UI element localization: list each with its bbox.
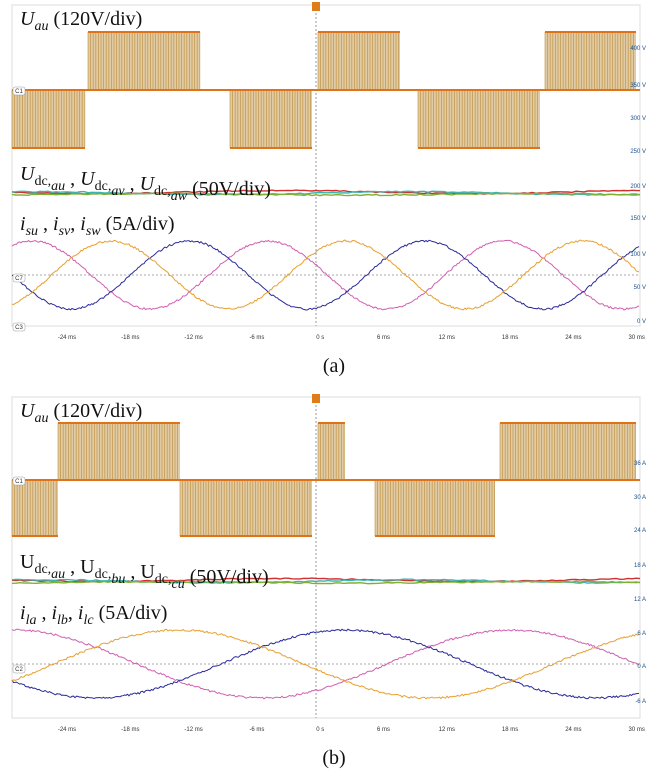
x-tick-label: -24 ms bbox=[58, 727, 76, 733]
right-tick-label: 18 A bbox=[634, 563, 646, 569]
annotation-part: (120V/div) bbox=[48, 400, 142, 422]
pwm-block bbox=[318, 423, 345, 480]
annotation-part: aw bbox=[171, 189, 188, 204]
pwm-block bbox=[318, 32, 400, 90]
x-tick-label: 24 ms bbox=[565, 727, 581, 733]
annotation-part: U bbox=[140, 561, 155, 583]
right-tick-label: 300 V bbox=[630, 116, 646, 122]
annotation-part: sw bbox=[86, 224, 101, 239]
right-tick-label: 36 A bbox=[634, 461, 646, 467]
annotation-part: (120V/div) bbox=[48, 8, 142, 30]
annotation-part: av bbox=[111, 184, 125, 199]
channel-label: C3 bbox=[15, 325, 23, 331]
right-tick-label: 50 V bbox=[634, 285, 646, 291]
annotation-part: lb bbox=[57, 613, 68, 628]
right-tick-label: 0 A bbox=[637, 664, 646, 670]
annotation-part: la bbox=[26, 613, 37, 628]
annotation: Udc,au , Udc,av , Udc,aw (50V/div) bbox=[20, 163, 271, 204]
annotation: isu , isv, isw (5A/div) bbox=[20, 213, 175, 239]
annotation-part: dc, bbox=[34, 174, 51, 189]
right-tick-label: 200 V bbox=[630, 184, 646, 190]
annotation-part: au bbox=[34, 411, 48, 426]
x-tick-label: 12 ms bbox=[439, 335, 455, 341]
annotation-part: dc, bbox=[34, 562, 51, 577]
annotation-part: sv bbox=[59, 224, 71, 239]
x-tick-label: 12 ms bbox=[439, 727, 455, 733]
channel-label: C2 bbox=[15, 667, 23, 673]
annotation-part: U bbox=[20, 551, 35, 573]
channel-label: C1 bbox=[15, 89, 23, 95]
x-tick-label: -18 ms bbox=[121, 727, 139, 733]
right-tick-label: -6 A bbox=[635, 699, 646, 705]
trigger-marker bbox=[312, 2, 320, 11]
caption: (b) bbox=[322, 747, 345, 769]
right-tick-label: 30 A bbox=[634, 495, 646, 501]
x-tick-label: -24 ms bbox=[58, 335, 76, 341]
pwm-block bbox=[180, 480, 312, 536]
x-tick-label: 6 ms bbox=[377, 335, 390, 341]
annotation: ila , ilb, ilc (5A/div) bbox=[20, 602, 167, 628]
annotation-part: dc, bbox=[154, 184, 171, 199]
x-tick-label: 6 ms bbox=[377, 727, 390, 733]
annotation-part: , bbox=[125, 561, 140, 583]
right-tick-label: 250 V bbox=[630, 149, 646, 155]
right-tick-label: 150 V bbox=[630, 216, 646, 222]
right-tick-label: 350 V bbox=[630, 83, 646, 89]
annotation-part: dc, bbox=[155, 572, 172, 587]
annotation: Udc,au , Udc,bu , Udc,cu (50V/div) bbox=[20, 551, 269, 592]
right-tick-label: 12 A bbox=[634, 597, 646, 603]
annotation-part: (5A/div) bbox=[94, 602, 168, 624]
right-tick-label: 6 A bbox=[637, 631, 646, 637]
annotation-part: dc, bbox=[95, 179, 112, 194]
x-tick-label: 0 s bbox=[316, 335, 324, 341]
pwm-block bbox=[230, 90, 312, 148]
annotation-part: , bbox=[68, 602, 78, 624]
annotation-part: U bbox=[80, 556, 95, 578]
annotation-part: au bbox=[51, 567, 65, 582]
annotation-part: , bbox=[65, 556, 80, 578]
pwm-block bbox=[545, 32, 636, 90]
x-tick-label: 30 ms bbox=[629, 727, 645, 733]
x-tick-label: 18 ms bbox=[502, 727, 518, 733]
annotation-part: bu bbox=[111, 572, 125, 587]
x-tick-label: -12 ms bbox=[184, 727, 202, 733]
x-tick-label: -18 ms bbox=[121, 335, 139, 341]
figure: -24 ms -18 ms -12 ms -6 ms 0 s 6 ms 12 ms 18 ms… bbox=[0, 0, 668, 773]
annotation-part: (50V/div) bbox=[187, 178, 271, 200]
x-tick-label: -12 ms bbox=[184, 335, 202, 341]
annotation-part: (5A/div) bbox=[101, 213, 175, 235]
annotation-part: , bbox=[38, 213, 53, 235]
right-tick-label: 400 V bbox=[630, 46, 646, 52]
x-tick-label: 0 s bbox=[316, 727, 324, 733]
annotation-part: , bbox=[36, 602, 51, 624]
trigger-marker bbox=[312, 394, 320, 403]
annotation-part: au bbox=[34, 19, 48, 34]
annotation-part: , bbox=[70, 213, 80, 235]
annotation-part: au bbox=[51, 179, 65, 194]
channel-label: C1 bbox=[15, 479, 23, 485]
pwm-block bbox=[88, 32, 200, 90]
annotation-part: dc, bbox=[95, 567, 112, 582]
channel-label: C7 bbox=[15, 276, 23, 282]
x-tick-label: -6 ms bbox=[249, 727, 264, 733]
annotation-part: (50V/div) bbox=[185, 566, 269, 588]
x-tick-label: 24 ms bbox=[565, 335, 581, 341]
right-tick-label: 100 V bbox=[630, 252, 646, 258]
x-tick-label: 30 ms bbox=[629, 335, 645, 341]
right-tick-label: 0 V bbox=[637, 319, 646, 325]
annotation-part: su bbox=[26, 224, 38, 239]
x-tick-label: -6 ms bbox=[249, 335, 264, 341]
x-tick-label: 18 ms bbox=[502, 335, 518, 341]
annotation-part: , bbox=[125, 173, 140, 195]
annotation-part: , bbox=[65, 168, 80, 190]
right-tick-label: 24 A bbox=[634, 528, 646, 534]
caption: (a) bbox=[323, 355, 345, 377]
annotation: Uau (120V/div) bbox=[20, 8, 142, 34]
annotation-part: cu bbox=[172, 577, 185, 592]
